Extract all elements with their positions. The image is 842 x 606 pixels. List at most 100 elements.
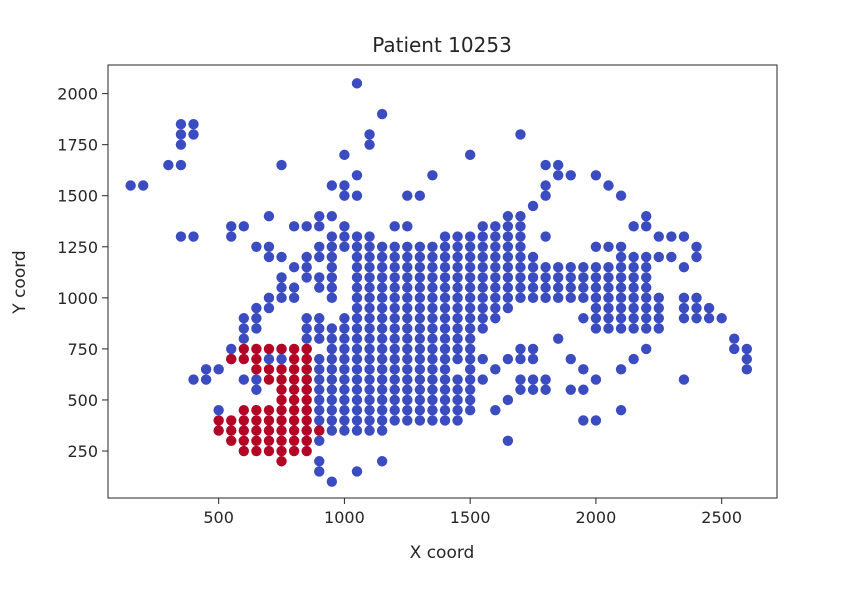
data-point-class-0 [314,313,325,324]
data-point-class-0 [314,435,325,447]
data-point-class-0 [490,292,501,304]
data-point-class-0 [578,415,589,426]
data-point-class-0 [464,149,476,161]
data-point-class-0 [238,221,250,232]
data-point-class-0 [439,292,451,304]
data-point-class-0 [439,241,451,252]
data-point-class-0 [314,364,325,375]
data-point-class-0 [402,374,413,385]
data-point-class-0 [414,415,426,426]
data-point-class-0 [477,231,488,242]
data-point-class-0 [452,374,463,385]
data-point-class-0 [527,292,539,304]
data-point-class-0 [628,353,639,365]
data-point-class-0 [364,302,375,314]
data-point-class-1 [301,445,312,457]
data-point-class-0 [288,221,300,232]
data-point-class-0 [364,262,375,273]
data-point-class-1 [263,435,275,447]
data-point-class-0 [464,231,476,242]
data-point-class-0 [326,251,338,263]
data-point-class-0 [364,415,375,426]
data-point-class-0 [188,374,199,385]
data-point-class-0 [376,323,388,334]
data-point-class-1 [226,415,237,426]
data-point-class-0 [427,384,438,395]
data-point-class-1 [276,364,287,375]
data-point-class-0 [615,190,627,201]
data-point-class-0 [389,323,400,334]
data-point-class-0 [515,231,526,242]
data-point-class-0 [314,241,325,252]
data-point-class-1 [263,364,275,375]
data-point-class-0 [351,241,363,252]
data-point-class-0 [414,394,426,406]
data-point-class-0 [653,323,664,334]
data-point-class-0 [376,425,388,436]
data-point-class-0 [615,241,627,252]
data-point-class-0 [452,384,463,395]
data-point-class-0 [314,415,325,426]
data-point-class-0 [226,231,237,242]
data-point-class-1 [301,384,312,395]
data-point-class-0 [439,394,451,406]
data-point-class-0 [376,108,388,120]
data-point-class-0 [301,221,312,232]
data-point-class-0 [515,292,526,304]
data-point-class-0 [615,302,627,314]
data-point-class-1 [288,374,300,385]
data-point-class-0 [477,302,488,314]
data-point-class-0 [515,272,526,283]
data-point-class-0 [452,302,463,314]
y-tick-label: 750 [67,340,98,359]
data-point-class-0 [578,364,589,375]
data-point-class-0 [540,282,551,293]
data-point-class-0 [364,374,375,385]
data-point-class-0 [427,404,438,416]
data-point-class-0 [402,364,413,375]
data-point-class-0 [615,251,627,263]
data-point-class-1 [276,343,287,355]
data-point-class-0 [427,251,438,263]
data-point-class-1 [276,384,287,395]
data-point-class-0 [427,282,438,293]
data-point-class-0 [427,292,438,304]
data-point-class-0 [351,231,363,242]
data-point-class-1 [288,364,300,375]
data-point-class-0 [339,415,350,426]
data-point-class-0 [439,404,451,416]
data-point-class-0 [301,251,312,263]
data-point-class-1 [213,415,224,426]
data-point-class-0 [439,323,451,334]
data-point-class-0 [464,251,476,263]
data-point-class-0 [641,313,652,324]
data-point-class-0 [515,129,526,140]
data-point-class-0 [351,394,363,406]
data-point-class-1 [263,374,275,385]
data-point-class-0 [653,251,664,263]
data-point-class-0 [351,343,363,355]
data-point-class-0 [464,333,476,344]
data-point-class-0 [188,129,199,140]
data-point-class-0 [502,221,514,232]
data-point-class-0 [641,210,652,222]
data-point-class-0 [414,353,426,365]
data-point-class-0 [490,241,501,252]
data-point-class-1 [301,343,312,355]
data-point-class-0 [540,190,551,201]
data-point-class-0 [376,313,388,324]
data-point-class-0 [439,374,451,385]
data-point-class-0 [414,241,426,252]
data-point-class-0 [402,272,413,283]
data-point-class-1 [263,404,275,416]
data-point-class-0 [314,272,325,283]
data-point-class-0 [502,272,514,283]
data-point-class-0 [439,262,451,273]
data-point-class-0 [464,323,476,334]
data-point-class-0 [452,353,463,365]
data-point-class-0 [175,129,187,140]
data-point-class-0 [326,333,338,344]
data-point-class-0 [603,302,614,314]
data-point-class-0 [515,353,526,365]
